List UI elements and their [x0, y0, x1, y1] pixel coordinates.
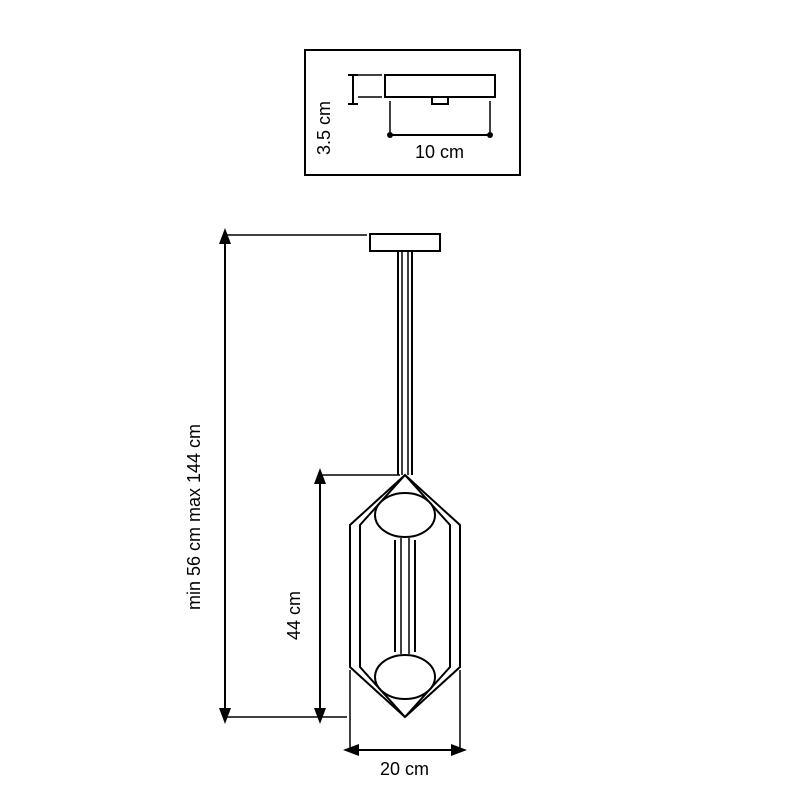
canopy-tab — [432, 97, 448, 104]
main-drawing: min 56 cm max 144 cm 44 cm 20 cm — [184, 228, 467, 779]
canopy-side — [385, 75, 495, 97]
dim-total-height: min 56 cm max 144 cm — [184, 228, 367, 724]
bottom-bulb — [375, 655, 435, 699]
label-44cm: 44 cm — [284, 591, 304, 640]
ceiling-canopy — [370, 234, 440, 251]
width-dim-10cm: 10 cm — [387, 101, 493, 162]
height-dim-3-5cm: 3.5 cm — [314, 75, 382, 155]
label-20cm: 20 cm — [380, 759, 429, 779]
technical-drawing-svg: 10 cm 3.5 cm — [0, 0, 800, 800]
inset-frame — [305, 50, 520, 175]
label-3-5cm: 3.5 cm — [314, 101, 334, 155]
rod — [398, 251, 412, 475]
diagram-container: 10 cm 3.5 cm — [0, 0, 800, 800]
top-bulb — [375, 493, 435, 537]
label-10cm: 10 cm — [415, 142, 464, 162]
label-total-height: min 56 cm max 144 cm — [184, 424, 204, 610]
shade — [350, 475, 460, 717]
top-inset: 10 cm 3.5 cm — [305, 50, 520, 175]
